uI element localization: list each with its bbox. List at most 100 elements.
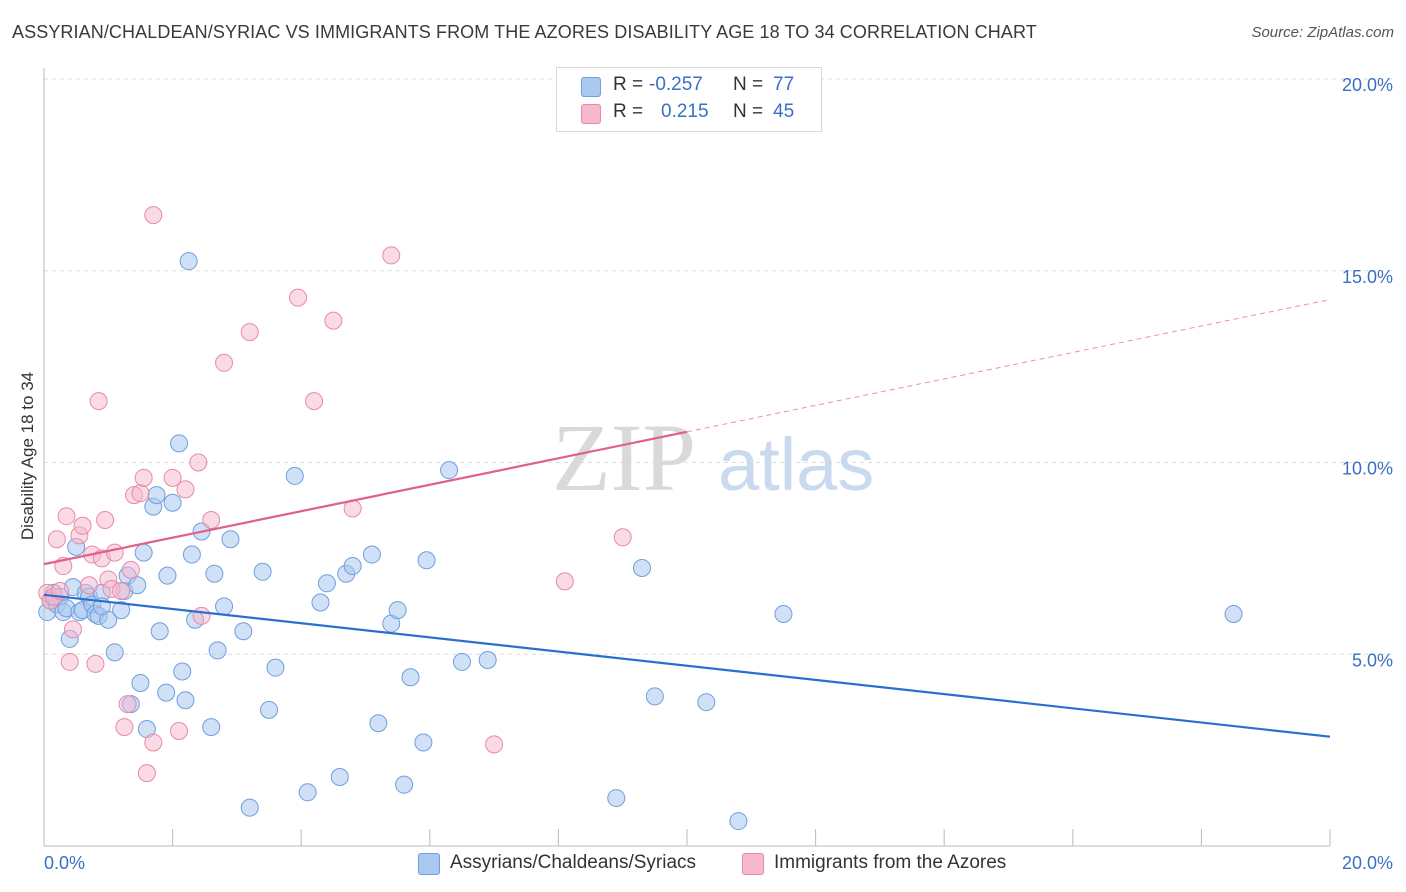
data-point-assyrians xyxy=(1224,604,1243,623)
data-point-assyrians xyxy=(401,668,420,687)
legend-n-value: 77 xyxy=(773,74,795,95)
legend-r-value: -0.257 xyxy=(649,74,703,95)
watermark-atlas: atlas xyxy=(718,423,874,506)
legend-swatch-blue xyxy=(581,77,601,97)
x-tick-label: 0.0% xyxy=(44,853,85,873)
data-point-azores xyxy=(118,695,137,714)
data-point-azores xyxy=(57,507,76,526)
axes xyxy=(43,68,1331,847)
legend-swatch-blue xyxy=(418,853,440,875)
data-point-assyrians xyxy=(234,622,253,641)
data-point-azores xyxy=(555,572,574,591)
data-point-assyrians xyxy=(645,687,664,706)
data-point-assyrians xyxy=(179,252,198,271)
data-point-assyrians xyxy=(298,783,317,802)
data-point-azores xyxy=(324,311,343,330)
chart-title: ASSYRIAN/CHALDEAN/SYRIAC VS IMMIGRANTS F… xyxy=(12,22,1037,42)
y-tick-label: 20.0% xyxy=(1342,75,1393,95)
data-point-assyrians xyxy=(311,593,330,612)
data-point-assyrians xyxy=(343,557,362,576)
trend-line-azores-extrapolated xyxy=(686,299,1331,433)
data-point-assyrians xyxy=(697,693,716,712)
data-point-assyrians xyxy=(774,604,793,623)
data-point-azores xyxy=(131,484,150,503)
series-assyrians-points xyxy=(38,252,1243,831)
data-point-azores xyxy=(170,721,189,740)
data-point-assyrians xyxy=(388,601,407,620)
legend-r-value: 0.215 xyxy=(661,101,709,122)
data-point-assyrians xyxy=(729,812,748,831)
data-point-assyrians xyxy=(202,718,221,737)
data-point-assyrians xyxy=(452,652,471,671)
data-point-assyrians xyxy=(240,798,259,817)
data-point-assyrians xyxy=(112,601,131,620)
data-point-assyrians xyxy=(215,597,234,616)
data-point-assyrians xyxy=(163,493,182,512)
data-point-azores xyxy=(202,511,221,530)
data-point-azores xyxy=(137,764,156,783)
data-point-assyrians xyxy=(176,691,195,710)
legend-label: Immigrants from the Azores xyxy=(774,852,1007,873)
watermark: ZIP atlas xyxy=(552,404,874,511)
data-point-azores xyxy=(240,323,259,342)
data-point-azores xyxy=(163,468,182,487)
watermark-zip: ZIP xyxy=(552,404,696,511)
data-point-assyrians xyxy=(607,789,626,808)
data-point-assyrians xyxy=(266,658,285,677)
data-point-assyrians xyxy=(105,643,124,662)
data-point-assyrians xyxy=(478,651,497,670)
data-point-assyrians xyxy=(221,530,240,549)
chart-source: Source: ZipAtlas.com xyxy=(1251,24,1394,41)
trend-lines xyxy=(43,299,1331,738)
data-point-assyrians xyxy=(134,543,153,562)
data-point-azores xyxy=(60,652,79,671)
legend-n-label: N = xyxy=(733,74,764,95)
data-point-azores xyxy=(485,735,504,754)
data-point-azores xyxy=(115,718,134,737)
data-point-azores xyxy=(96,511,115,530)
data-point-assyrians xyxy=(157,683,176,702)
data-point-azores xyxy=(86,654,105,673)
y-tick-label: 15.0% xyxy=(1342,267,1393,287)
data-point-assyrians xyxy=(170,434,189,453)
data-point-azores xyxy=(305,392,324,411)
data-point-assyrians xyxy=(395,775,414,794)
data-point-azores xyxy=(89,392,108,411)
data-point-azores xyxy=(121,560,140,579)
data-point-azores xyxy=(192,606,211,625)
data-point-azores xyxy=(105,543,124,562)
data-point-azores xyxy=(144,206,163,225)
gridlines xyxy=(44,78,1394,655)
correlation-legend: R = -0.257 N = 77 R = 0.215 N = 45 xyxy=(556,67,822,132)
x-tick-label: 20.0% xyxy=(1342,853,1393,873)
data-point-assyrians xyxy=(260,700,279,719)
data-point-assyrians xyxy=(417,551,436,570)
data-point-azores xyxy=(382,246,401,265)
data-point-assyrians xyxy=(317,574,336,593)
y-tick-label: 10.0% xyxy=(1342,459,1393,479)
data-point-azores xyxy=(47,530,66,549)
data-point-assyrians xyxy=(369,714,388,733)
legend-swatch-pink xyxy=(581,104,601,124)
data-point-azores xyxy=(73,516,92,535)
y-axis-label: Disability Age 18 to 34 xyxy=(18,371,37,541)
data-point-assyrians xyxy=(253,562,272,581)
data-point-assyrians xyxy=(285,466,304,485)
data-point-azores xyxy=(134,468,153,487)
tick-labels: 5.0% 10.0% 15.0% 20.0% 0.0% 20.0% xyxy=(44,75,1393,873)
legend-r-label: R = xyxy=(613,74,644,95)
trend-line-assyrians xyxy=(43,593,1331,738)
data-point-azores xyxy=(112,581,131,600)
data-point-azores xyxy=(144,733,163,752)
data-point-assyrians xyxy=(150,622,169,641)
data-point-assyrians xyxy=(208,641,227,660)
data-point-azores xyxy=(613,528,632,547)
data-point-assyrians xyxy=(147,486,166,505)
series-azores-points xyxy=(38,206,632,783)
data-point-azores xyxy=(80,576,99,595)
legend-n-value: 45 xyxy=(773,101,795,122)
data-point-assyrians xyxy=(330,767,349,786)
data-point-assyrians xyxy=(414,733,433,752)
data-point-azores xyxy=(63,620,82,639)
